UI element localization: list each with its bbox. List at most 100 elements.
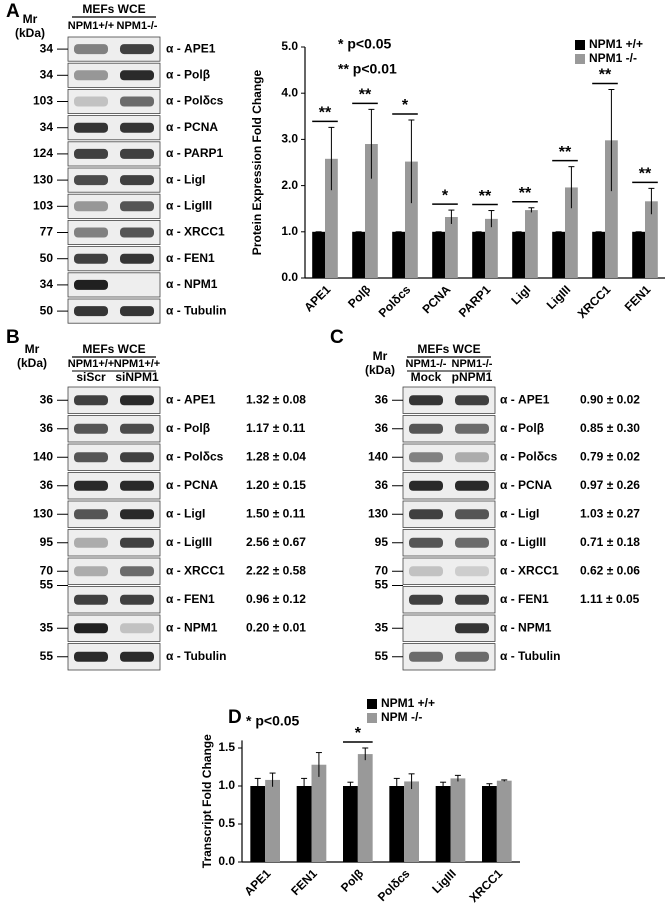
quantification: 1.28 ± 0.04 <box>246 449 306 463</box>
marker-label: 130 <box>33 172 53 186</box>
marker-label: 50 <box>40 303 54 317</box>
bar <box>432 231 445 278</box>
significance-mark: ** <box>359 87 372 104</box>
antibody-label: α - Polδcs <box>166 94 224 108</box>
y-tick-label: 0.0 <box>218 854 235 868</box>
band <box>455 509 489 520</box>
antibody-label: α - Polβ <box>166 67 210 81</box>
band <box>409 651 443 662</box>
band <box>74 306 108 317</box>
bar <box>645 201 658 278</box>
band <box>74 253 108 264</box>
x-tick-label: XRCC1 <box>575 282 614 321</box>
band <box>74 651 108 662</box>
lane-label: NPM1+/+ <box>68 20 114 32</box>
marker-label: 103 <box>33 198 53 212</box>
band <box>74 480 108 491</box>
marker-label: 50 <box>40 251 54 265</box>
marker-label: 36 <box>40 421 54 435</box>
antibody-label: α - NPM1 <box>500 620 552 634</box>
x-tick-label: APE1 <box>301 282 333 314</box>
y-tick-label: 1.5 <box>218 740 235 754</box>
significance-mark: * <box>355 725 362 742</box>
band <box>455 566 489 577</box>
bar <box>296 786 312 862</box>
bar <box>482 786 497 862</box>
bar <box>525 210 538 278</box>
band <box>120 70 154 81</box>
quantification: 1.17 ± 0.11 <box>246 421 306 435</box>
band <box>74 423 108 434</box>
band <box>409 594 443 605</box>
band <box>74 201 108 212</box>
band <box>455 623 489 634</box>
quantification: 0.85 ± 0.30 <box>580 421 640 435</box>
antibody-label: α - FEN1 <box>166 251 215 265</box>
band <box>120 480 154 491</box>
marker-label: 36 <box>375 478 389 492</box>
panel-letter: C <box>330 327 344 348</box>
antibody-label: α - Polβ <box>166 421 210 435</box>
y-tick-label: 1.0 <box>281 224 298 238</box>
significance-mark: * <box>402 97 409 114</box>
quantification: 1.11 ± 0.05 <box>580 592 640 606</box>
antibody-label: α - LigIII <box>500 535 546 549</box>
bar <box>445 217 458 278</box>
band <box>120 395 154 406</box>
band <box>74 452 108 463</box>
band <box>455 480 489 491</box>
band <box>74 96 108 107</box>
band <box>74 122 108 133</box>
mr-label: (kDa) <box>15 26 45 40</box>
band <box>455 452 489 463</box>
y-tick-label: 4.0 <box>281 85 298 99</box>
marker-label: 36 <box>40 478 54 492</box>
antibody-label: α - Tubulin <box>500 649 560 663</box>
band <box>409 395 443 406</box>
legend-label: NPM1 +/+ <box>589 37 643 51</box>
legend-label: NPM -/- <box>381 710 422 724</box>
bar <box>552 231 565 278</box>
marker-label: 95 <box>40 535 54 549</box>
band <box>120 44 154 55</box>
marker-label: 55 <box>40 649 54 663</box>
band <box>74 395 108 406</box>
x-tick-label: PCNA <box>419 282 453 316</box>
lane-sublabel: pNPM1 <box>452 370 493 384</box>
quantification: 0.96 ± 0.12 <box>246 592 306 606</box>
antibody-label: α - XRCC1 <box>500 563 559 577</box>
antibody-label: α - Polβ <box>500 421 544 435</box>
band <box>409 480 443 491</box>
marker-label: 35 <box>375 620 389 634</box>
band <box>74 44 108 55</box>
x-tick-label: PARP1 <box>456 282 494 320</box>
bar <box>392 231 405 278</box>
annotation: * p<0.05 <box>246 713 300 729</box>
y-tick-label: 2.0 <box>281 178 298 192</box>
marker-label: 55 <box>375 649 389 663</box>
band <box>455 537 489 548</box>
marker-label: 70 <box>375 563 389 577</box>
band <box>120 96 154 107</box>
band <box>120 227 154 238</box>
marker-label: 77 <box>40 225 54 239</box>
antibody-label: α - XRCC1 <box>166 225 225 239</box>
bar <box>365 144 378 278</box>
bar <box>389 786 405 862</box>
quantification: 1.03 ± 0.27 <box>580 506 640 520</box>
band <box>74 623 108 634</box>
marker-label: 34 <box>40 120 54 134</box>
band <box>74 148 108 159</box>
quantification: 1.50 ± 0.11 <box>246 506 306 520</box>
band <box>74 594 108 605</box>
x-tick-label: FEN1 <box>288 866 320 898</box>
marker-label: 36 <box>375 421 389 435</box>
x-tick-label: LigIII <box>544 282 574 312</box>
marker-label: 36 <box>375 392 389 406</box>
band <box>120 201 154 212</box>
bar <box>512 231 525 278</box>
marker-label: 34 <box>40 277 54 291</box>
lane-label: NPM1-/- <box>452 358 493 370</box>
bar <box>325 158 338 278</box>
